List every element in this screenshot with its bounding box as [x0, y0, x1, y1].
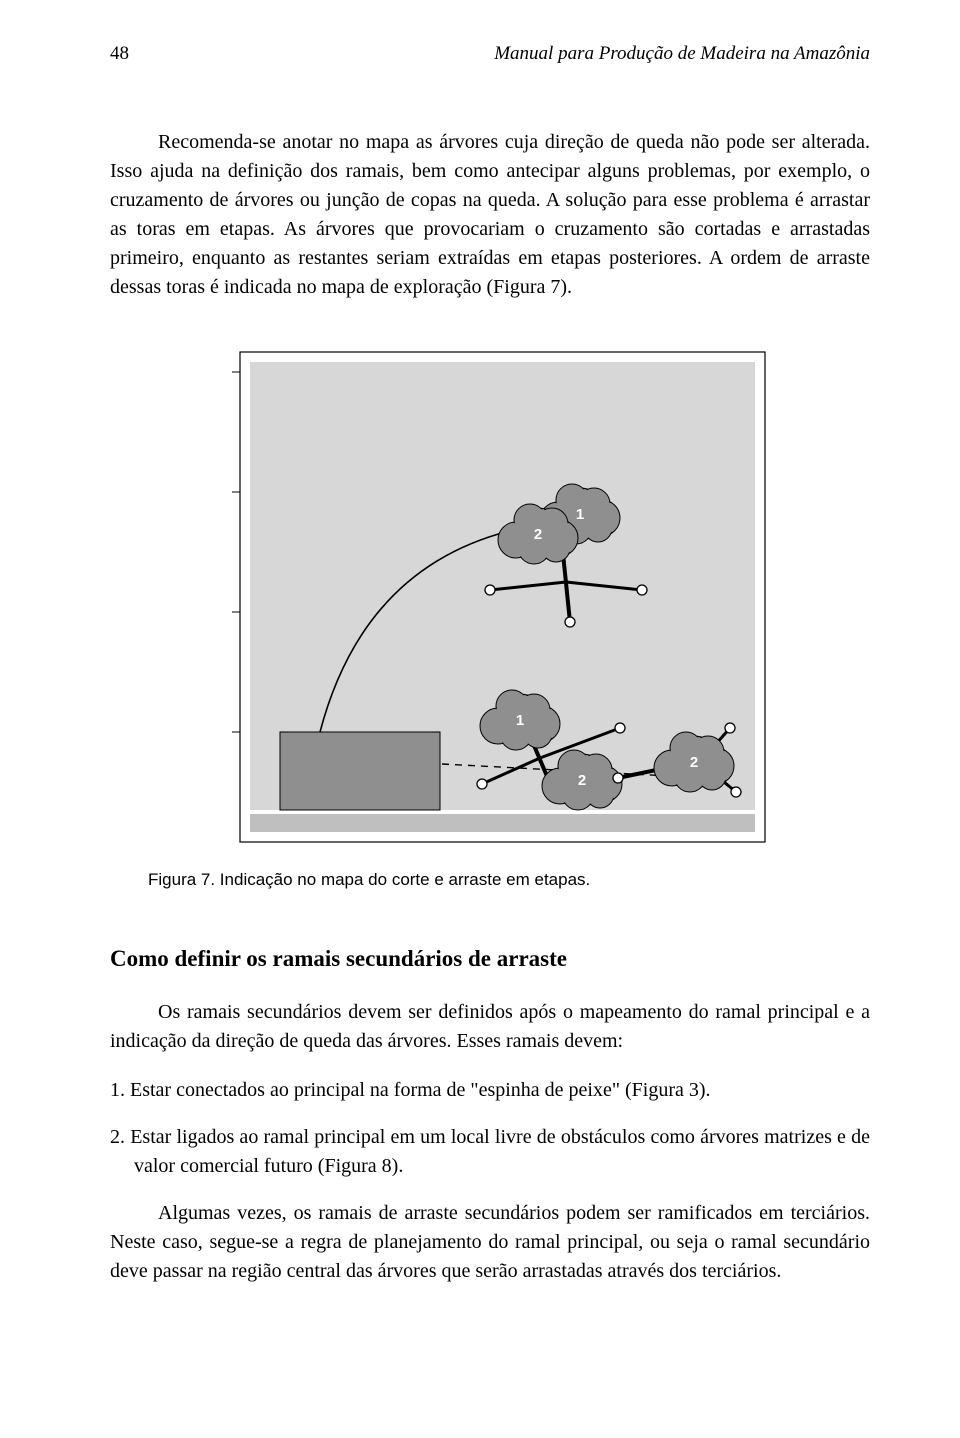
section-intro-paragraph: Os ramais secundários devem ser definido…	[110, 998, 870, 1056]
section-heading: Como definir os ramais secundários de ar…	[110, 942, 870, 975]
svg-text:1: 1	[516, 712, 524, 729]
svg-text:2: 2	[534, 526, 542, 543]
svg-text:1: 1	[576, 506, 584, 523]
page-header-title: Manual para Produção de Madeira na Amazô…	[494, 40, 870, 68]
intro-paragraph: Recomenda-se anotar no mapa as árvores c…	[110, 128, 870, 302]
list-item-2: 2. Estar ligados ao ramal principal em u…	[110, 1123, 870, 1181]
list-item-1: 1. Estar conectados ao principal na form…	[110, 1076, 870, 1105]
figure-7: 1 2 1 2 2	[210, 332, 770, 852]
page-header: 48 Manual para Produção de Madeira na Am…	[110, 40, 870, 68]
page-number: 48	[110, 40, 129, 68]
svg-text:2: 2	[578, 772, 586, 789]
figure-7-svg: 1 2 1 2 2	[210, 332, 770, 852]
figure-7-caption: Figura 7. Indicação no mapa do corte e a…	[148, 868, 870, 893]
closing-paragraph: Algumas vezes, os ramais de arraste secu…	[110, 1199, 870, 1286]
svg-text:2: 2	[690, 754, 698, 771]
